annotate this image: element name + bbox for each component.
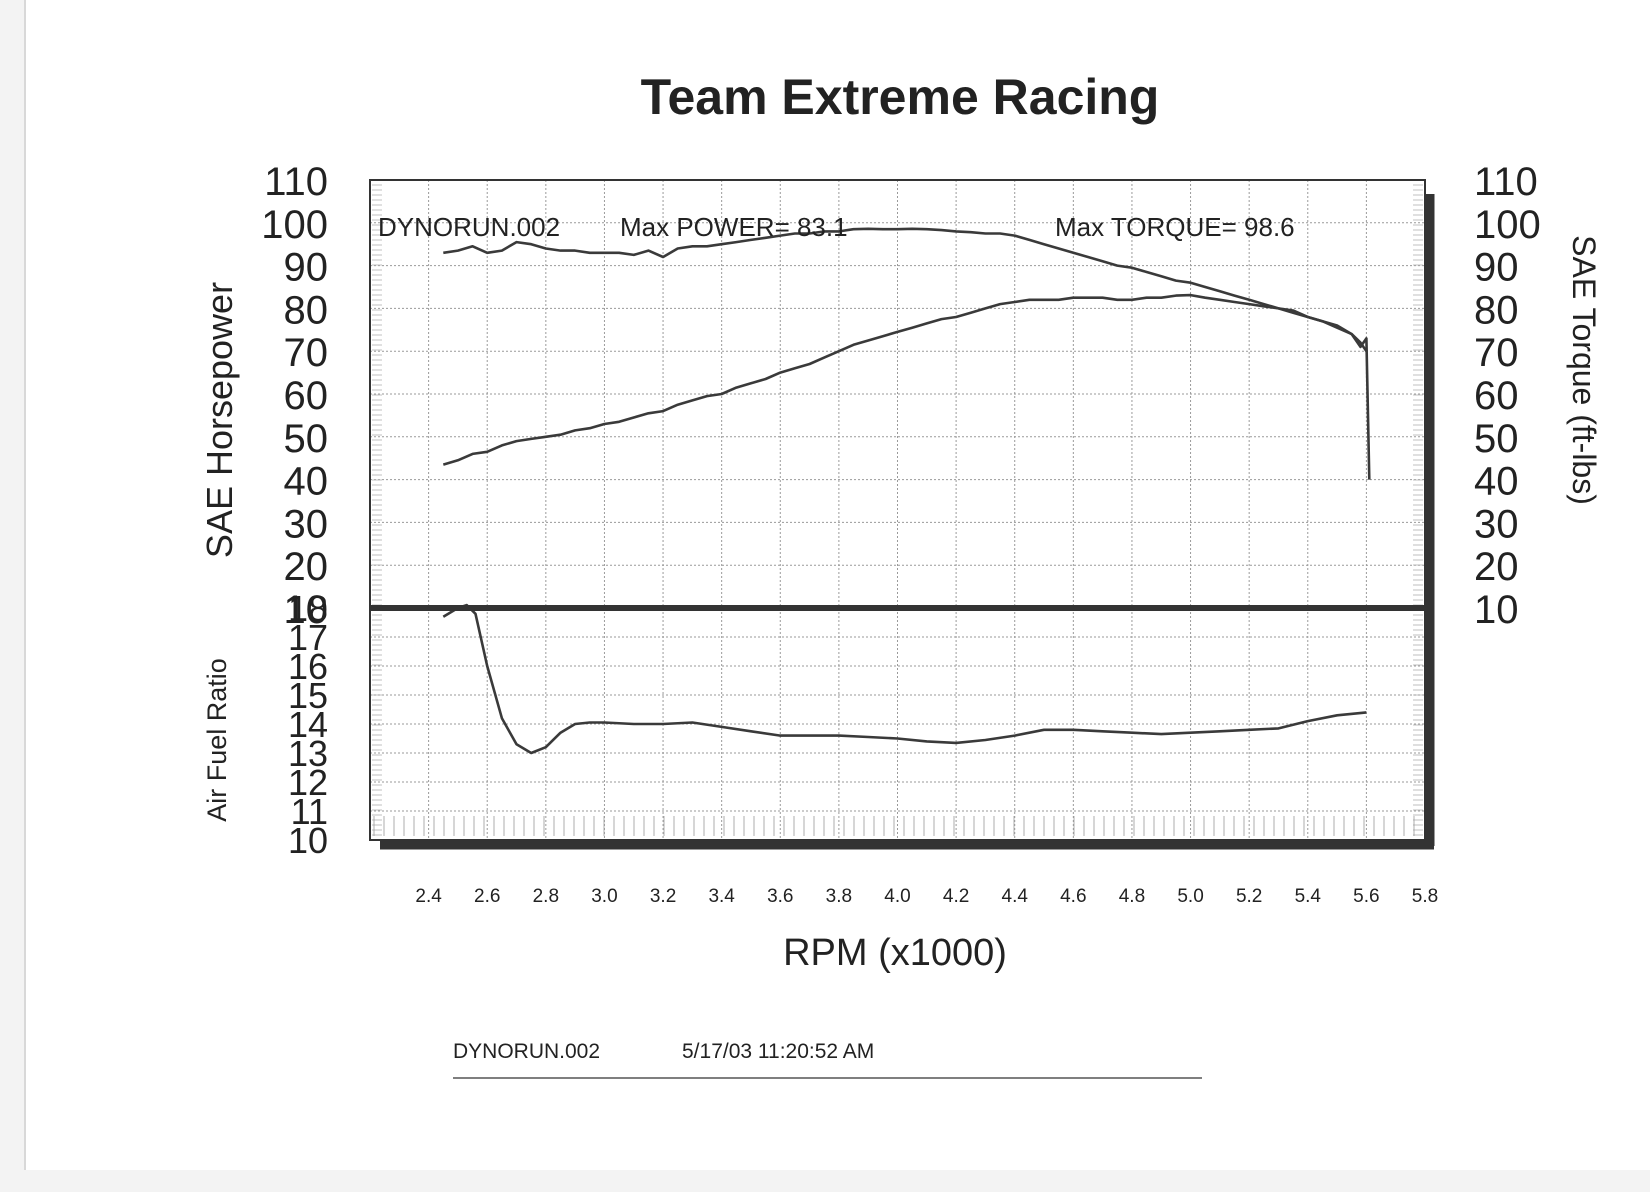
y-tick-label-left: 40	[284, 460, 329, 504]
y-tick-label-left: 20	[284, 545, 329, 589]
afr-tick-label: 11	[291, 791, 328, 832]
y-tick-label-left: 90	[284, 246, 329, 290]
afr-tick-label: 15	[288, 675, 328, 716]
footer-run-name: DYNORUN.002	[453, 1040, 600, 1063]
x-tick-label: 5.6	[1353, 886, 1379, 907]
x-tick-label: 3.0	[591, 886, 617, 907]
x-tick-label: 3.4	[708, 886, 735, 907]
y-tick-label-right: 50	[1474, 417, 1519, 461]
y-tick-label-left: 50	[284, 417, 329, 461]
panel-frames	[369, 179, 1435, 850]
series-line-torque	[443, 227, 1371, 480]
afr-tick-label: 14	[288, 704, 328, 745]
bottom-panel-grid	[370, 607, 1426, 841]
y-tick-label-right: 20	[1474, 545, 1519, 589]
y-tick-label-left: 60	[284, 374, 329, 418]
y-tick-label-right: 90	[1474, 246, 1519, 290]
x-tick-label: 4.8	[1119, 886, 1145, 907]
footer-timestamp: 5/17/03 11:20:52 AM	[682, 1040, 874, 1063]
x-tick-label: 5.8	[1412, 886, 1438, 907]
y-tick-label-left: 80	[284, 288, 329, 332]
x-tick-label: 5.2	[1236, 886, 1262, 907]
y-tick-label-left: 30	[284, 502, 329, 546]
afr-tick-label: 16	[288, 646, 328, 687]
series-line-afr	[442, 603, 1367, 755]
chart-title: Team Extreme Racing	[641, 69, 1160, 125]
afr-tick-label: 17	[288, 617, 328, 658]
x-tick-label: 3.6	[767, 886, 793, 907]
y-tick-label-left: 70	[284, 331, 329, 375]
x-tick-label: 4.4	[1002, 886, 1029, 907]
y-tick-label-right: 110	[1474, 160, 1538, 204]
annotation-max-torque: Max TORQUE= 98.6	[1055, 212, 1295, 242]
y-axis-label-left-top: SAE Horsepower	[199, 282, 240, 558]
y-tick-label-right: 100	[1474, 203, 1541, 247]
y-tick-label-left: 10	[284, 588, 329, 632]
y-tick-label-right: 10	[1474, 588, 1519, 632]
afr-tick-label: 12	[288, 762, 328, 803]
y-tick-label-left: 110	[264, 160, 328, 204]
x-tick-label: 4.6	[1060, 886, 1086, 907]
x-tick-label: 2.6	[474, 886, 500, 907]
annotation-run: DYNORUN.002	[378, 212, 560, 242]
afr-tick-label: 13	[288, 733, 328, 774]
x-tick-label: 3.2	[650, 886, 676, 907]
y-axis-label-right-top: SAE Torque (ft-lbs)	[1566, 235, 1602, 505]
x-tick-label: 4.2	[943, 886, 969, 907]
y-tick-label-right: 70	[1474, 331, 1519, 375]
x-axis-label: RPM (x1000)	[783, 932, 1007, 974]
y-tick-label-left: 100	[261, 203, 328, 247]
y-axis-label-bottom: Air Fuel Ratio	[202, 658, 232, 822]
y-tick-label-right: 30	[1474, 502, 1519, 546]
series-layer	[442, 227, 1371, 755]
y-tick-label-right: 80	[1474, 288, 1519, 332]
x-tick-label: 2.4	[415, 886, 442, 907]
tick-labels: 2.4 2.6 2.8 3.0 3.2 3.4 3.6 3.8 4.0 4.2 4.4 4.6 4.8 5…	[261, 160, 1541, 907]
x-tick-label: 3.8	[826, 886, 852, 907]
afr-tick-label: 10	[288, 820, 328, 861]
afr-tick-label: 18	[288, 588, 328, 629]
x-tick-label: 5.0	[1177, 886, 1203, 907]
plot-frame	[369, 179, 1426, 841]
x-tick-label: 2.8	[533, 886, 559, 907]
y-tick-label-right: 60	[1474, 374, 1519, 418]
x-tick-label: 5.4	[1295, 886, 1322, 907]
x-tick-label: 4.0	[884, 886, 910, 907]
series-line-power	[442, 293, 1368, 466]
paper-sheet	[24, 0, 1650, 1170]
annotation-max-power: Max POWER= 83.1	[620, 212, 848, 242]
y-tick-label-right: 40	[1474, 460, 1519, 504]
